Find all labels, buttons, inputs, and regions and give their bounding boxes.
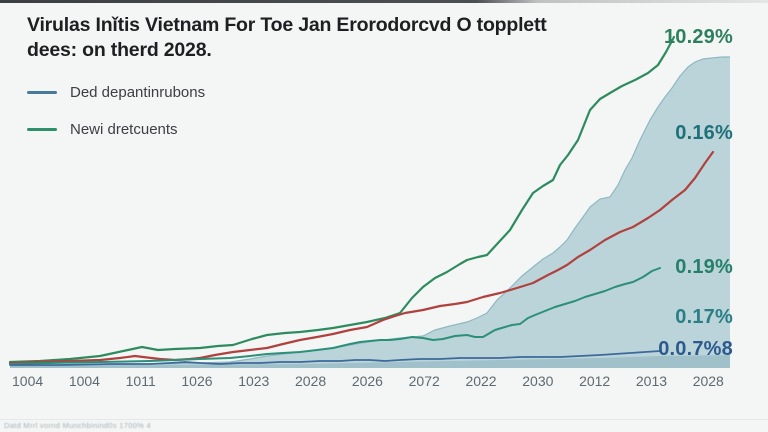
x-axis-label-9: 2030 (522, 373, 554, 389)
end-label-red-line: 0.16% (675, 122, 733, 144)
lower-band-fill (10, 355, 730, 368)
chart-title: Virulas Inǐtis Vietnam For Toe Jan Eroro… (27, 13, 667, 63)
x-axis-label-3: 1026 (181, 373, 213, 389)
x-axis-label-7: 2072 (408, 373, 440, 389)
legend: Ded depantinrubons Newi dretcuents (27, 84, 205, 158)
series-line-2 (9, 267, 661, 365)
x-axis-label-6: 2026 (351, 373, 383, 389)
top-edge-strip (0, 0, 768, 3)
chart-title-line2: dees: on therd 2028. (27, 38, 212, 61)
chart-title-line1: Virulas Inǐtis Vietnam For Toe Jan Eroro… (27, 14, 547, 36)
x-axis-label-12: 2028 (692, 373, 724, 389)
x-axis-label-5: 2028 (295, 373, 327, 389)
end-label-green-line: 10.29% (663, 26, 733, 48)
legend-label: Ded depantinrubons (70, 84, 206, 101)
x-axis-label-10: 2012 (579, 373, 611, 389)
legend-label: Newi dretcuents (70, 121, 178, 138)
x-axis-label-1: 1004 (68, 373, 100, 389)
x-axis-label-4: 1023 (238, 373, 270, 389)
end-label-teal-line: 0.19% (675, 256, 733, 278)
line-chart-canvas (8, 35, 730, 368)
legend-swatch-green (27, 128, 57, 131)
source-note: Datd Mrrl vornd Munchbinind0s 1700% 4 (4, 421, 152, 430)
series-line-3 (9, 350, 661, 366)
legend-swatch-blue (27, 91, 57, 94)
area-fill (10, 57, 730, 368)
x-axis-label-2: 1011 (125, 373, 156, 389)
end-label-blue-line: 0.0.7%8 (658, 338, 733, 360)
x-axis-label-11: 2013 (635, 373, 668, 389)
series-line-0 (8, 35, 676, 364)
x-axis: 1004 1004 1011 1026 1023 2028 2026 2072 2022 2030… (12, 373, 724, 389)
card-bottom-divider (0, 419, 768, 420)
legend-item-newi-dretcuents: Newi dretcuents (27, 121, 205, 138)
legend-item-ded-depantinrubons: Ded depantinrubons (27, 84, 205, 101)
x-axis-label-8: 2022 (465, 373, 497, 389)
x-axis-label-0: 1004 (12, 373, 44, 389)
end-label-area: 0.17% (675, 306, 733, 328)
